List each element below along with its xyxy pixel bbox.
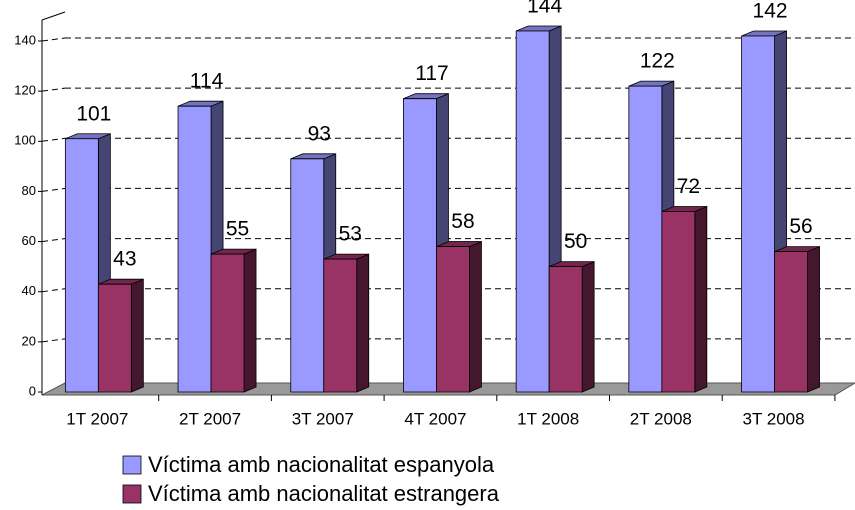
bar-face bbox=[403, 98, 437, 393]
value-label: 72 bbox=[677, 175, 700, 198]
value-label: 43 bbox=[113, 248, 136, 271]
value-label: 55 bbox=[226, 218, 249, 241]
y-tick-label: 60 bbox=[22, 233, 36, 248]
bar bbox=[548, 261, 595, 393]
value-label: 50 bbox=[564, 230, 587, 253]
bar-face bbox=[436, 246, 470, 393]
bar-face bbox=[177, 105, 212, 393]
x-tick-label: 4T 2007 bbox=[404, 409, 466, 428]
value-label: 58 bbox=[451, 210, 474, 233]
back-wall-edge bbox=[41, 11, 66, 21]
value-label: 142 bbox=[753, 0, 788, 23]
bar bbox=[210, 248, 257, 393]
bar-face bbox=[290, 158, 325, 393]
grid-line bbox=[41, 187, 66, 192]
bar-face bbox=[628, 85, 663, 393]
bar-face bbox=[661, 211, 696, 393]
bar-face bbox=[548, 266, 583, 393]
bar-face bbox=[243, 248, 257, 393]
bar-face bbox=[515, 30, 550, 393]
grid-line bbox=[41, 238, 66, 243]
bar-face bbox=[323, 258, 358, 393]
value-label: 53 bbox=[339, 223, 362, 246]
bar-face bbox=[741, 35, 775, 393]
x-tick-label: 2T 2007 bbox=[179, 409, 241, 428]
bar-face bbox=[581, 261, 595, 393]
legend-swatch bbox=[122, 455, 142, 475]
bar bbox=[661, 205, 708, 393]
value-label: 117 bbox=[415, 62, 448, 85]
legend-label: Víctima amb nacionalitat espanyola bbox=[148, 452, 495, 477]
grid-line bbox=[41, 87, 66, 92]
bar bbox=[774, 246, 820, 393]
y-tick-label: 20 bbox=[22, 333, 36, 348]
x-tick-label: 3T 2007 bbox=[292, 409, 354, 428]
bar-face bbox=[356, 253, 370, 393]
y-tick-label: 0 bbox=[29, 383, 36, 398]
x-tick-label: 2T 2008 bbox=[630, 409, 692, 428]
bar-face bbox=[97, 283, 132, 393]
y-tick-label: 140 bbox=[14, 32, 36, 47]
bar-face bbox=[807, 246, 820, 393]
value-label: 56 bbox=[789, 215, 812, 238]
grid-line bbox=[41, 338, 66, 343]
bar-face bbox=[130, 278, 144, 393]
bar bbox=[97, 278, 144, 393]
bar-face bbox=[210, 253, 245, 393]
y-tick-label: 40 bbox=[22, 283, 36, 298]
legend-label: Víctima amb nacionalitat estrangera bbox=[148, 481, 500, 506]
grid-line bbox=[41, 37, 66, 42]
grid-line bbox=[41, 137, 66, 142]
bar-face bbox=[469, 240, 482, 393]
bar bbox=[436, 240, 482, 393]
x-tick-label: 1T 2007 bbox=[66, 409, 128, 428]
bar-face bbox=[694, 205, 708, 393]
bar-face bbox=[774, 251, 808, 393]
legend-swatch bbox=[122, 484, 142, 504]
value-label: 122 bbox=[640, 50, 675, 73]
bar bbox=[323, 253, 370, 393]
value-label: 93 bbox=[308, 122, 331, 145]
x-tick-label: 3T 2008 bbox=[743, 409, 805, 428]
y-tick-label: 120 bbox=[14, 83, 36, 98]
x-tick-label: 1T 2008 bbox=[517, 409, 579, 428]
grid-line bbox=[41, 288, 66, 293]
value-label: 101 bbox=[76, 102, 111, 125]
y-tick-label: 80 bbox=[22, 183, 36, 198]
bar-face bbox=[64, 138, 99, 393]
y-tick-label: 100 bbox=[14, 133, 36, 148]
value-label: 144 bbox=[527, 0, 562, 18]
value-label: 114 bbox=[190, 70, 224, 93]
